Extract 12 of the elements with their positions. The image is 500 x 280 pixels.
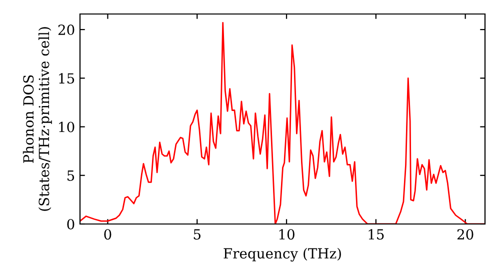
y-tick-label: 5 xyxy=(67,170,74,181)
x-tick-label: 10 xyxy=(279,229,294,240)
x-tick-label: 20 xyxy=(457,229,474,240)
x-tick-label: 0 xyxy=(104,229,112,240)
x-tick-label: 5 xyxy=(194,229,200,240)
y-tick-label: 20 xyxy=(58,24,74,36)
x-axis-title: Frequency (THz) xyxy=(224,248,341,262)
y-axis-title: Phonon DOS (States/THz·primitive cell) xyxy=(22,27,52,211)
y-tick-label: 10 xyxy=(59,122,74,132)
y-tick-label: 0 xyxy=(67,218,74,230)
x-tick-label: 15 xyxy=(368,229,384,240)
y-tick-label: 15 xyxy=(59,73,74,84)
